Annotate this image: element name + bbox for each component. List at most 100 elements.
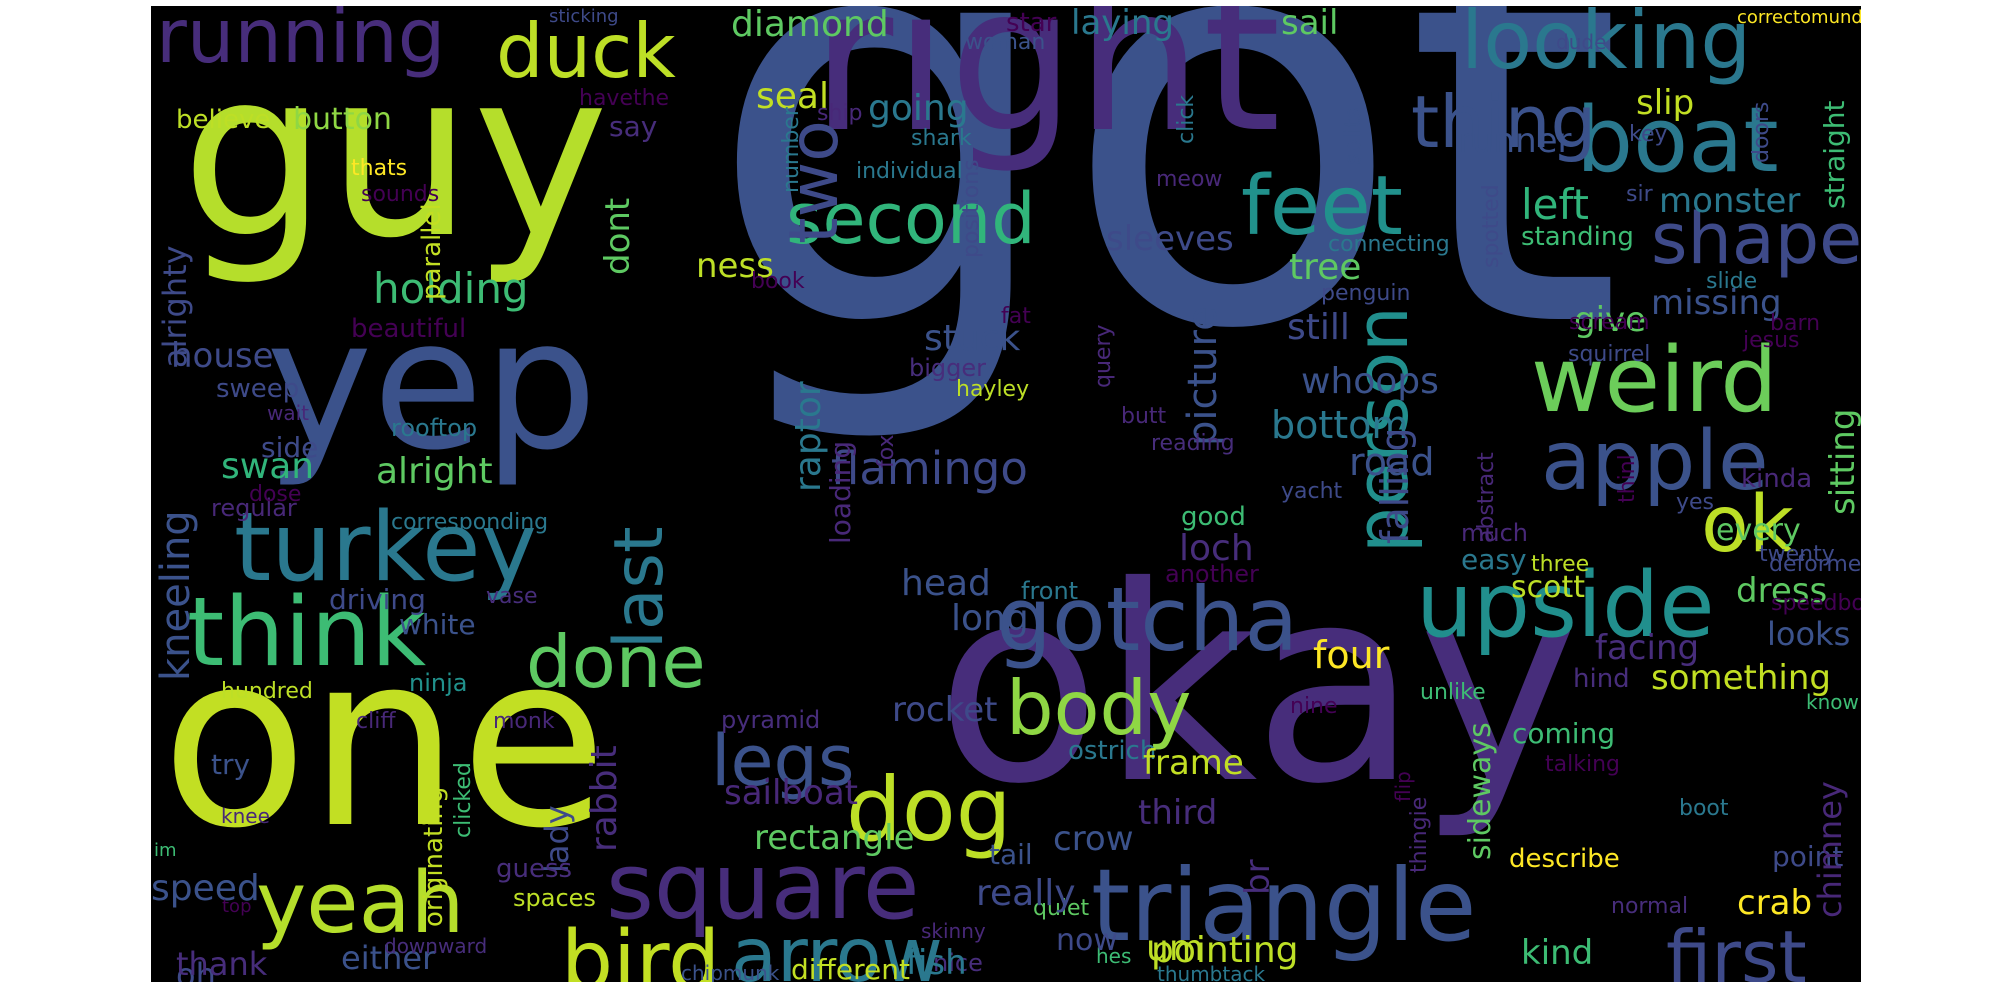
- word-boat: boat: [1576, 88, 1779, 193]
- word-gotcha: gotcha: [996, 568, 1299, 671]
- word-doors: doors: [1749, 101, 1774, 163]
- word-thingie: thingie: [1407, 796, 1432, 873]
- word-falling: falling: [1373, 427, 1417, 544]
- word-raptor: raptor: [788, 381, 829, 492]
- word-number: number: [779, 107, 804, 193]
- word-fat: fat: [1001, 304, 1031, 329]
- word-regular: regular: [211, 494, 297, 522]
- word-sail: sail: [1281, 6, 1339, 43]
- word-im: im: [154, 840, 177, 861]
- word-done: done: [526, 620, 706, 704]
- word-deformed: deformed: [1769, 552, 1861, 577]
- word-bottom: bottom: [1271, 403, 1409, 447]
- word-guess: guess: [496, 854, 573, 884]
- word-dont: dont: [598, 197, 638, 275]
- word-body: body: [1006, 664, 1192, 752]
- word-ness: ness: [696, 246, 774, 286]
- word-think: think: [187, 578, 427, 688]
- word-skinny: skinny: [921, 919, 986, 943]
- word-sitting: sitting: [1823, 408, 1861, 515]
- word-laying: laying: [1071, 6, 1174, 43]
- word-different: different: [791, 953, 910, 983]
- word-swan: swan: [221, 446, 315, 487]
- word-butt: butt: [1121, 404, 1167, 429]
- word-fox: fox: [874, 434, 899, 468]
- word-thing: thing: [1411, 80, 1597, 164]
- word-um: um: [1146, 928, 1204, 969]
- word-beautiful: beautiful: [351, 314, 467, 344]
- word-nice: nice: [933, 949, 983, 977]
- word-left: left: [1521, 180, 1590, 229]
- word-guy: guy: [181, 22, 609, 289]
- word-holding: holding: [373, 264, 529, 313]
- word-clicked: clicked: [451, 762, 476, 838]
- word-something: something: [1651, 658, 1832, 698]
- word-sleeves: sleeves: [1106, 219, 1234, 259]
- word-dose: dose: [249, 482, 302, 507]
- word-pyramid: pyramid: [721, 706, 821, 734]
- word-upside: upside: [1416, 553, 1715, 658]
- word-arrow: arrow: [731, 911, 943, 983]
- word-originating: originating: [419, 786, 449, 927]
- word-yep: yep: [266, 281, 598, 490]
- word-chimney: chimney: [1811, 781, 1849, 918]
- word-woman: woman: [965, 30, 1046, 55]
- word-whoops: whoops: [1301, 361, 1439, 402]
- word-quiet: quiet: [1033, 896, 1090, 921]
- word-monster: monster: [1659, 181, 1801, 221]
- word-right: right: [811, 6, 1281, 177]
- word-cloud: got right okay guy one yep running duck looking b…: [151, 6, 1861, 982]
- word-know: know: [1806, 690, 1859, 714]
- word-still: still: [1287, 307, 1350, 348]
- word-kinda: kinda: [1741, 464, 1813, 494]
- word-white: white: [399, 608, 476, 641]
- word-either: either: [341, 939, 436, 977]
- word-easy: easy: [1461, 543, 1527, 576]
- word-shark: shark: [911, 126, 972, 151]
- word-seal: seal: [756, 76, 829, 117]
- word-missing: missing: [1651, 283, 1782, 323]
- word-facing: facing: [1595, 628, 1700, 668]
- word-boot: boot: [1679, 796, 1729, 821]
- word-bigger: bigger: [909, 354, 987, 382]
- word-good: good: [1181, 502, 1246, 532]
- word-rooftop: rooftop: [391, 414, 478, 442]
- word-every: every: [1716, 513, 1801, 548]
- word-monk: monk: [493, 709, 555, 734]
- word-rocket: rocket: [892, 690, 998, 730]
- word-hes: hes: [1096, 944, 1132, 968]
- word-br: br: [1238, 859, 1278, 895]
- word-top: top: [222, 896, 252, 917]
- word-thats: thats: [351, 156, 408, 181]
- word-long: long: [951, 598, 1029, 639]
- word-second: second: [786, 178, 1036, 260]
- word-key: key: [1629, 122, 1668, 147]
- word-sir: sir: [1626, 182, 1653, 207]
- word-say: say: [609, 110, 658, 143]
- word-correctomundo: correctomundo: [1737, 7, 1861, 28]
- word-tree: tree: [1289, 247, 1362, 288]
- word-now: now: [1056, 923, 1118, 958]
- word-scream: scream: [1569, 310, 1650, 335]
- word-describe: describe: [1509, 844, 1620, 874]
- word-tail: tail: [989, 838, 1033, 871]
- word-picture: picture: [1180, 306, 1226, 446]
- word-first: first: [1666, 915, 1807, 982]
- word-loading: loading: [824, 440, 857, 544]
- word-unlike: unlike: [1420, 680, 1486, 705]
- word-hundred: hundred: [221, 679, 313, 704]
- word-yacht: yacht: [1281, 479, 1343, 504]
- word-running: running: [156, 6, 446, 80]
- word-slide: slide: [1706, 269, 1758, 294]
- word-normal: normal: [1611, 894, 1689, 919]
- word-driving: driving: [329, 583, 426, 616]
- word-ostrich: ostrich: [1068, 736, 1157, 766]
- word-sailboat: sailboat: [724, 773, 858, 813]
- word-individual: individual: [856, 159, 963, 184]
- word-yeah: yeah: [256, 854, 465, 953]
- word-looking: looking: [1461, 6, 1752, 87]
- word-try: try: [211, 748, 251, 781]
- word-query: query: [1091, 324, 1116, 388]
- word-feet: feet: [1241, 159, 1403, 254]
- word-cliff: cliff: [356, 709, 396, 734]
